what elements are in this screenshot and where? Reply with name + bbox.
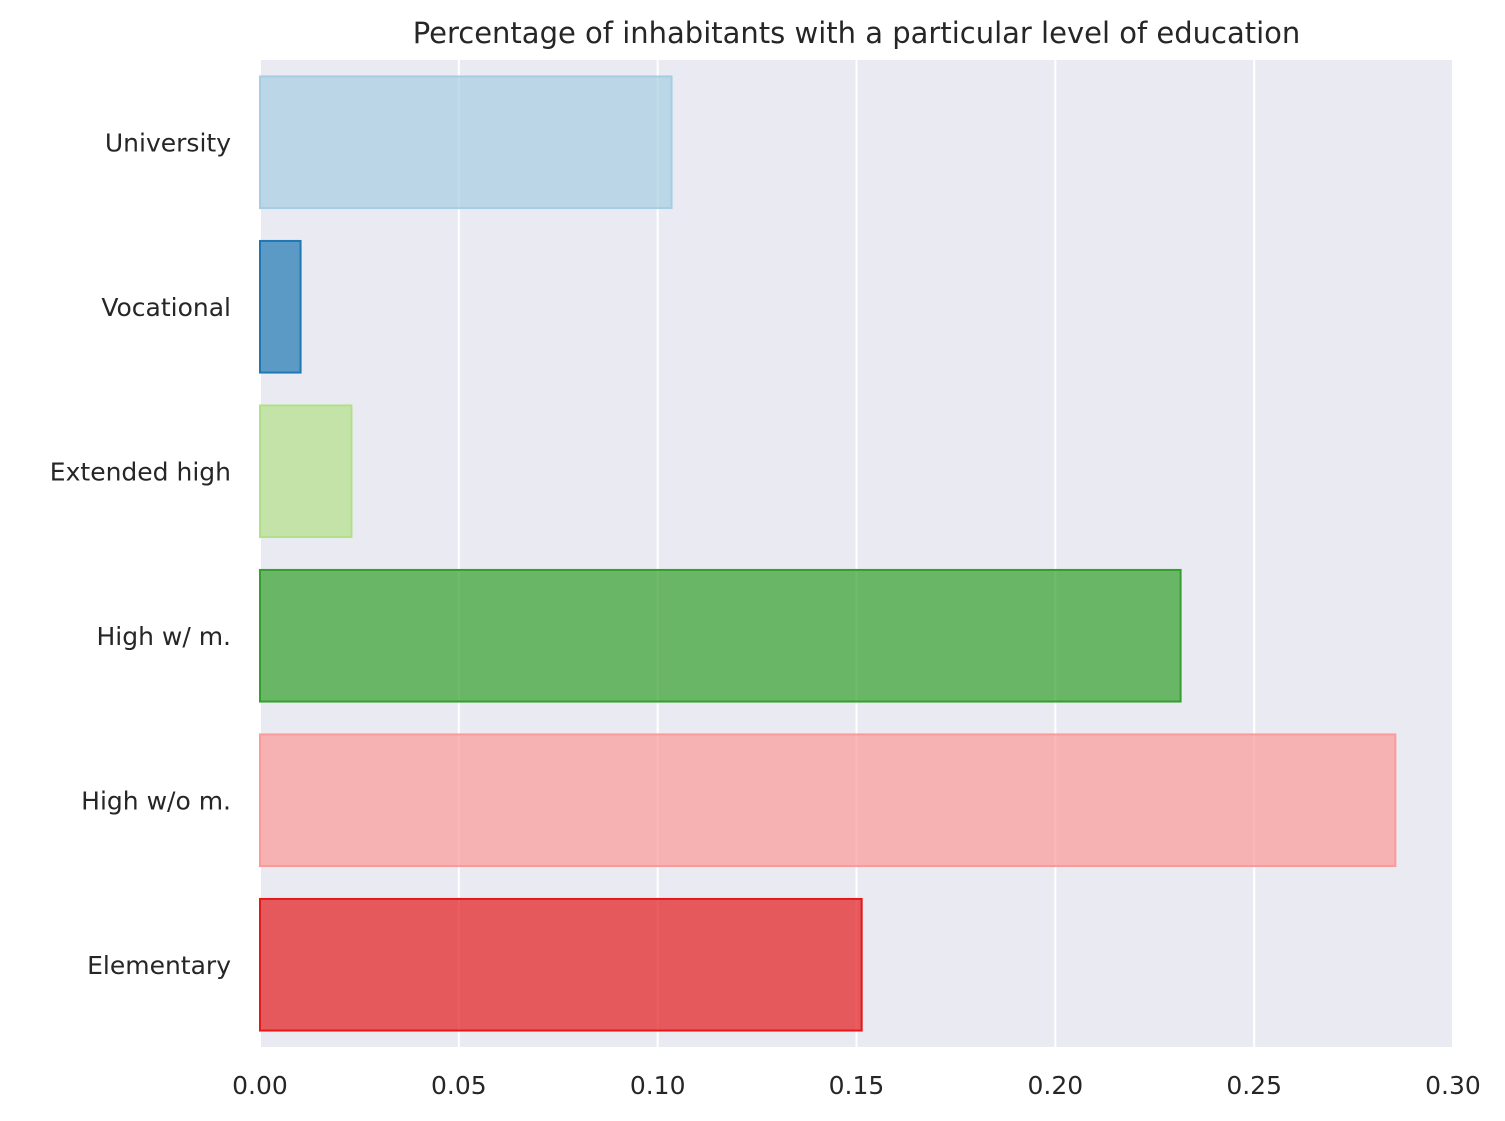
y-tick-label: Elementary: [87, 951, 231, 980]
x-tick-label: 0.05: [431, 1071, 487, 1100]
bar: [259, 75, 673, 210]
x-tick-labels: 0.00 0.05 0.10 0.15 0.20 0.25 0.30: [232, 1071, 1481, 1100]
y-tick-labels: University Vocational Extended high High w/…: [50, 128, 231, 980]
bar: [259, 568, 1182, 703]
x-tick-label: 0.25: [1226, 1071, 1282, 1100]
bar: [259, 404, 353, 539]
bar: [259, 239, 302, 374]
chart-title: Percentage of inhabitants with a particu…: [413, 16, 1301, 50]
x-tick-label: 0.15: [829, 1071, 885, 1100]
bar: [259, 733, 1397, 868]
y-tick-label: High w/ m.: [96, 622, 231, 651]
x-tick-label: 0.20: [1027, 1071, 1083, 1100]
y-tick-label: Vocational: [101, 293, 231, 322]
x-tick-label: 0.10: [630, 1071, 686, 1100]
x-tick-label: 0.30: [1425, 1071, 1481, 1100]
x-tick-label: 0.00: [232, 1071, 288, 1100]
grid-lines: [259, 60, 1454, 1047]
y-tick-label: Extended high: [50, 457, 231, 486]
bars: [259, 75, 1397, 1032]
bar: [259, 897, 863, 1032]
y-tick-label: University: [105, 128, 231, 157]
y-tick-label: High w/o m.: [81, 786, 231, 815]
